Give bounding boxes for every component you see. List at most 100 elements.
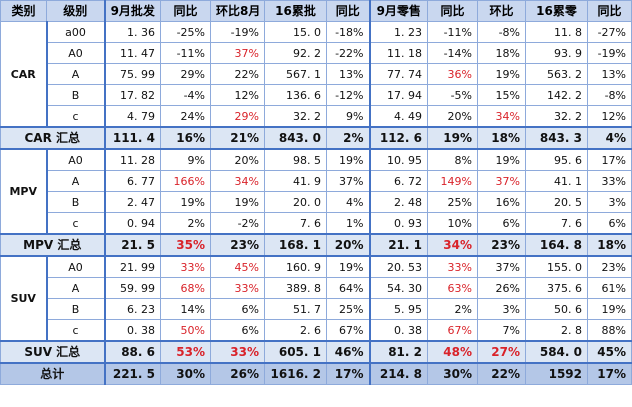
value-cell: 6% <box>587 212 632 235</box>
value-cell: 13% <box>326 63 371 85</box>
subtotal-cell: 33% <box>210 340 265 364</box>
subtotal-cell: 21. 1 <box>369 233 428 257</box>
value-cell: 149% <box>427 170 478 192</box>
subtotal-cell: 88. 6 <box>104 340 161 364</box>
value-cell: 19% <box>477 63 526 85</box>
subtotal-cell: 843. 0 <box>264 126 327 150</box>
value-cell: 7% <box>477 319 526 342</box>
category-cell: SUV <box>0 255 48 342</box>
value-cell: 29% <box>160 63 211 85</box>
total-cell: 30% <box>160 362 211 385</box>
value-cell: 15% <box>477 84 526 106</box>
subtotal-label: CAR 汇总 <box>0 126 106 150</box>
value-cell: 3% <box>587 191 632 213</box>
value-cell: 2% <box>160 212 211 235</box>
value-cell: 92. 2 <box>264 42 327 64</box>
value-cell: -25% <box>160 21 211 43</box>
total-cell: 1592 <box>525 362 588 385</box>
subtotal-label: SUV 汇总 <box>0 340 106 364</box>
table-row: c 4. 79 24% 29% 32. 2 9% 4. 49 20% 34% 32. 2 12% <box>1 105 632 128</box>
value-cell: 45% <box>210 255 265 278</box>
value-cell: 4. 79 <box>104 105 161 128</box>
value-cell: 29% <box>210 105 265 128</box>
value-cell: 17% <box>587 148 632 171</box>
subtotal-cell: 584. 0 <box>525 340 588 364</box>
subtotal-cell: 34% <box>427 233 478 257</box>
value-cell: 155. 0 <box>525 255 588 278</box>
value-cell: 51. 7 <box>264 298 327 320</box>
value-cell: 3% <box>477 298 526 320</box>
subtotal-cell: 16% <box>160 126 211 150</box>
value-cell: 1. 23 <box>369 21 428 43</box>
value-cell: -18% <box>326 21 371 43</box>
subtotal-cell: 19% <box>427 126 478 150</box>
value-cell: 19% <box>160 191 211 213</box>
subtotal-cell: 164. 8 <box>525 233 588 257</box>
value-cell: 54. 30 <box>369 277 428 299</box>
value-cell: 136. 6 <box>264 84 327 106</box>
subtotal-cell: 48% <box>427 340 478 364</box>
value-cell: 0. 93 <box>369 212 428 235</box>
value-cell: 11. 47 <box>104 42 161 64</box>
total-label: 总计 <box>0 362 106 385</box>
value-cell: 32. 2 <box>525 105 588 128</box>
value-cell: 93. 9 <box>525 42 588 64</box>
value-cell: 8% <box>427 148 478 171</box>
value-cell: 22% <box>210 63 265 85</box>
value-cell: 11. 18 <box>369 42 428 64</box>
value-cell: 33% <box>160 255 211 278</box>
value-cell: 19% <box>477 148 526 171</box>
value-cell: 17. 82 <box>104 84 161 106</box>
column-header: 类别 <box>0 0 47 22</box>
level-cell: A <box>46 63 106 85</box>
subtotal-cell: 2% <box>326 126 371 150</box>
value-cell: 36% <box>427 63 478 85</box>
value-cell: 19% <box>587 298 632 320</box>
value-cell: 567. 1 <box>264 63 327 85</box>
column-header: 9月零售 <box>369 0 428 22</box>
column-header: 级别 <box>46 0 106 22</box>
value-cell: -12% <box>326 84 371 106</box>
value-cell: -2% <box>210 212 265 235</box>
subtotal-cell: 53% <box>160 340 211 364</box>
value-cell: 2. 6 <box>264 319 327 342</box>
value-cell: 6% <box>477 212 526 235</box>
value-cell: 18% <box>477 42 526 64</box>
value-cell: -22% <box>326 42 371 64</box>
table-body: CAR a00 1. 36 -25% -19% 15. 0 -18% 1. 23 -11% -8%… <box>0 21 632 385</box>
value-cell: 2% <box>427 298 478 320</box>
subtotal-cell: 27% <box>477 340 526 364</box>
value-cell: -5% <box>427 84 478 106</box>
table-row: B 17. 82 -4% 12% 136. 6 -12% 17. 94 -5% 15% 142. … <box>1 84 632 106</box>
table-row: A 75. 99 29% 22% 567. 1 13% 77. 74 36% 19% 563. 2… <box>1 63 632 85</box>
subtotal-cell: 4% <box>587 126 632 150</box>
value-cell: -8% <box>587 84 632 106</box>
value-cell: 26% <box>477 277 526 299</box>
level-cell: c <box>46 319 106 342</box>
value-cell: 7. 6 <box>525 212 588 235</box>
table-row: c 0. 94 2% -2% 7. 6 1% 0. 93 10% 6% 7. 6 6% <box>1 212 632 235</box>
value-cell: 16% <box>477 191 526 213</box>
subtotal-cell: 46% <box>326 340 371 364</box>
level-cell: B <box>46 191 106 213</box>
value-cell: 5. 95 <box>369 298 428 320</box>
value-cell: 11. 28 <box>104 148 161 171</box>
value-cell: 14% <box>160 298 211 320</box>
level-cell: A <box>46 277 106 299</box>
subtotal-cell: 18% <box>587 233 632 257</box>
subtotal-cell: 168. 1 <box>264 233 327 257</box>
total-cell: 1616. 2 <box>264 362 327 385</box>
level-cell: B <box>46 298 106 320</box>
value-cell: 0. 94 <box>104 212 161 235</box>
level-cell: c <box>46 212 106 235</box>
value-cell: 67% <box>326 319 371 342</box>
subtotal-cell: 81. 2 <box>369 340 428 364</box>
sales-table: 类别 级别 9月批发 同比 环比8月 16累批 同比 9月零售 同比 环比 16累零 同比 CAR a0… <box>0 0 632 385</box>
sales-table-container: 类别 级别 9月批发 同比 环比8月 16累批 同比 9月零售 同比 环比 16累零 同比 CAR a0… <box>0 0 632 385</box>
level-cell: A0 <box>46 148 106 171</box>
value-cell: 12% <box>587 105 632 128</box>
value-cell: 21. 99 <box>104 255 161 278</box>
value-cell: -11% <box>160 42 211 64</box>
column-header: 9月批发 <box>104 0 161 22</box>
value-cell: 33% <box>587 170 632 192</box>
